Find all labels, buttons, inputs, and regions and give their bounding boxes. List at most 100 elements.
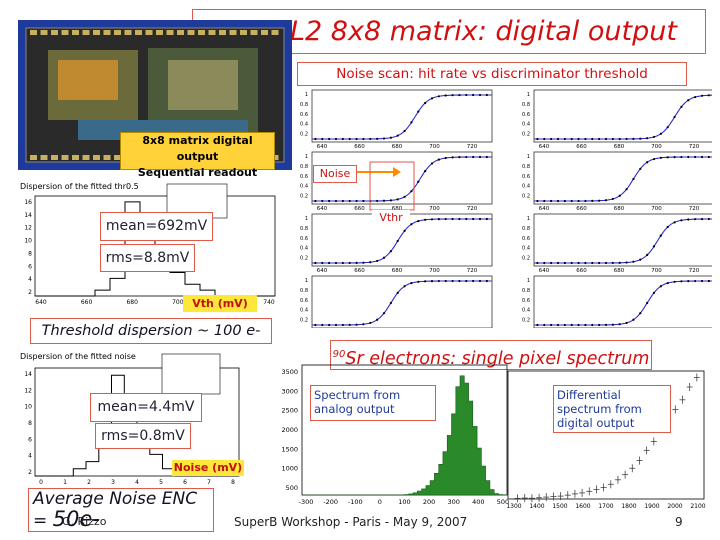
chip-pad [72, 155, 79, 160]
scan-point [485, 155, 488, 159]
scan-point [389, 250, 392, 253]
scan-point [556, 137, 560, 141]
chip-pad [40, 30, 48, 35]
scan-point [591, 261, 594, 265]
scan-point [639, 167, 642, 170]
scan-point [556, 199, 560, 203]
digital-x-tick: 1500 [552, 503, 567, 510]
scan-panel [311, 275, 493, 328]
hist-x-tick: 6 [183, 479, 187, 486]
scan-x-tick: 660 [576, 206, 587, 212]
chip-pad [271, 30, 279, 35]
scan-point [328, 137, 331, 141]
scan-point [611, 323, 614, 326]
scan-y-tick: 0.4 [300, 184, 308, 190]
scan-point [362, 261, 365, 264]
scan-x-tick: 720 [467, 268, 478, 274]
scan-x-tick: 660 [354, 206, 365, 212]
scan-x-tick: 680 [392, 144, 403, 150]
scan-point [639, 137, 642, 140]
chip-pad [240, 30, 247, 35]
scan-point [611, 197, 614, 201]
hist-x-tick: 660 [81, 299, 93, 306]
scan-y-tick: 1 [527, 154, 530, 160]
scan-y-tick: 0.4 [300, 246, 308, 252]
threshold-hist-title: Dispersion of the fitted thr0.5 [20, 182, 139, 191]
scan-point [659, 234, 662, 237]
scan-x-tick: 640 [539, 206, 550, 212]
scan-point [321, 261, 324, 265]
scan-point [362, 199, 365, 203]
scan-y-tick: 0.6 [300, 236, 308, 242]
vthr-tag: Vthr [372, 210, 410, 225]
scan-point [437, 218, 440, 221]
scan-point [478, 279, 482, 283]
scan-point [652, 135, 656, 139]
scan-point [376, 137, 379, 140]
scan-point [437, 279, 440, 283]
chip-pad [114, 155, 121, 160]
chip-pad [61, 155, 69, 160]
scan-point [666, 281, 669, 285]
scan-point [687, 99, 690, 102]
scan-point [348, 137, 351, 141]
scan-point [598, 137, 601, 141]
analog-x-tick: 100 [398, 498, 410, 506]
scan-x-tick: 680 [614, 206, 625, 212]
digital-x-tick: 2000 [667, 503, 682, 510]
scan-point [355, 323, 358, 326]
noise-mean-label: mean=4.4mV [90, 393, 202, 422]
scan-point [673, 280, 676, 283]
threshold-rms-label: rms=8.8mV [100, 244, 195, 272]
scan-point [341, 323, 344, 327]
scan-point [369, 321, 372, 325]
hist-frame [34, 195, 276, 297]
scan-point [389, 301, 392, 305]
hist-y-tick: 14 [24, 212, 32, 219]
scan-point [563, 137, 566, 141]
scan-point [570, 199, 573, 203]
scan-panel [533, 151, 712, 205]
scan-point [584, 323, 587, 327]
noise-tag: Noise [313, 165, 357, 183]
scan-point [417, 180, 420, 183]
analog-x-tick: -300 [299, 498, 314, 506]
scan-point [543, 199, 546, 203]
hist-x-tick: 4 [135, 479, 139, 486]
analog-y-tick: 2500 [281, 407, 298, 415]
scan-point [550, 261, 553, 265]
scan-point [536, 261, 539, 265]
scan-point [618, 137, 621, 141]
scan-point [577, 137, 580, 141]
hist-y-tick: 14 [24, 371, 32, 378]
chip-pad [30, 30, 37, 35]
scan-point [376, 318, 379, 321]
scan-y-tick: 0.4 [300, 122, 308, 128]
analog-x-tick: -100 [348, 498, 363, 506]
scan-point [632, 137, 635, 140]
scan-point [424, 101, 427, 105]
scan-y-tick: 0.6 [522, 298, 530, 304]
chip-pad [156, 30, 163, 35]
scan-point [485, 93, 488, 97]
scan-point [314, 137, 317, 141]
scan-point [362, 137, 365, 141]
scan-point [687, 155, 690, 159]
scan-point [334, 137, 338, 141]
scan-point [382, 256, 386, 259]
hist-y-tick: 8 [28, 420, 32, 427]
scan-point [396, 198, 399, 201]
hist-x-tick: 680 [126, 299, 138, 306]
scan-point [659, 132, 662, 135]
scan-point [700, 94, 704, 97]
scan-point [577, 199, 580, 203]
chip-pad [198, 30, 205, 35]
analog-y-tick: 1000 [281, 465, 298, 473]
scan-point [680, 105, 683, 108]
hist-y-tick: 4 [28, 453, 32, 460]
scan-point [334, 199, 338, 203]
scan-panel [533, 213, 712, 267]
scan-point [430, 97, 434, 100]
